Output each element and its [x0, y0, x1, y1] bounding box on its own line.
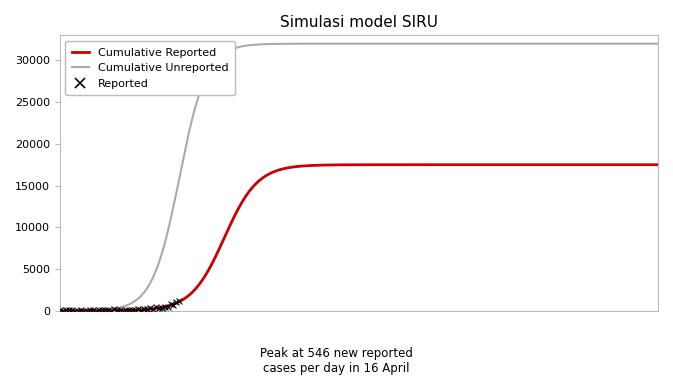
Point: [87, 307, 98, 313]
Point: [123, 307, 134, 313]
Point: [57, 308, 68, 314]
Point: [81, 308, 92, 314]
Title: Simulasi model SIRU: Simulasi model SIRU: [280, 15, 438, 30]
Point: [94, 307, 104, 313]
Point: [153, 305, 164, 311]
Point: [120, 307, 131, 313]
Point: [127, 307, 137, 313]
Point: [156, 305, 167, 311]
Point: [141, 306, 152, 312]
Point: [129, 307, 140, 313]
Point: [67, 307, 77, 313]
Point: [132, 307, 143, 313]
Text: Peak at 546 new reported
cases per day in 16 April: Peak at 546 new reported cases per day i…: [260, 347, 413, 375]
Point: [90, 308, 101, 314]
Point: [144, 305, 155, 311]
Point: [55, 307, 65, 313]
Point: [168, 302, 179, 308]
Point: [75, 307, 86, 313]
Point: [135, 307, 146, 313]
Point: [117, 308, 128, 314]
Point: [100, 307, 110, 313]
Legend: Cumulative Reported, Cumulative Unreported, Reported: Cumulative Reported, Cumulative Unreport…: [65, 41, 235, 96]
Point: [78, 308, 89, 314]
Point: [150, 304, 161, 310]
Point: [159, 304, 170, 310]
Point: [63, 307, 74, 313]
Point: [105, 308, 116, 314]
Point: [61, 307, 71, 313]
Point: [96, 307, 107, 313]
Point: [114, 307, 125, 313]
Point: [111, 307, 122, 313]
Point: [69, 308, 80, 314]
Point: [162, 304, 173, 310]
Point: [73, 308, 83, 314]
Point: [138, 306, 149, 312]
Point: [102, 307, 113, 313]
Point: [174, 298, 185, 304]
Point: [165, 301, 176, 307]
Point: [108, 307, 119, 313]
Point: [171, 299, 182, 305]
Point: [147, 305, 158, 312]
Point: [84, 307, 95, 313]
